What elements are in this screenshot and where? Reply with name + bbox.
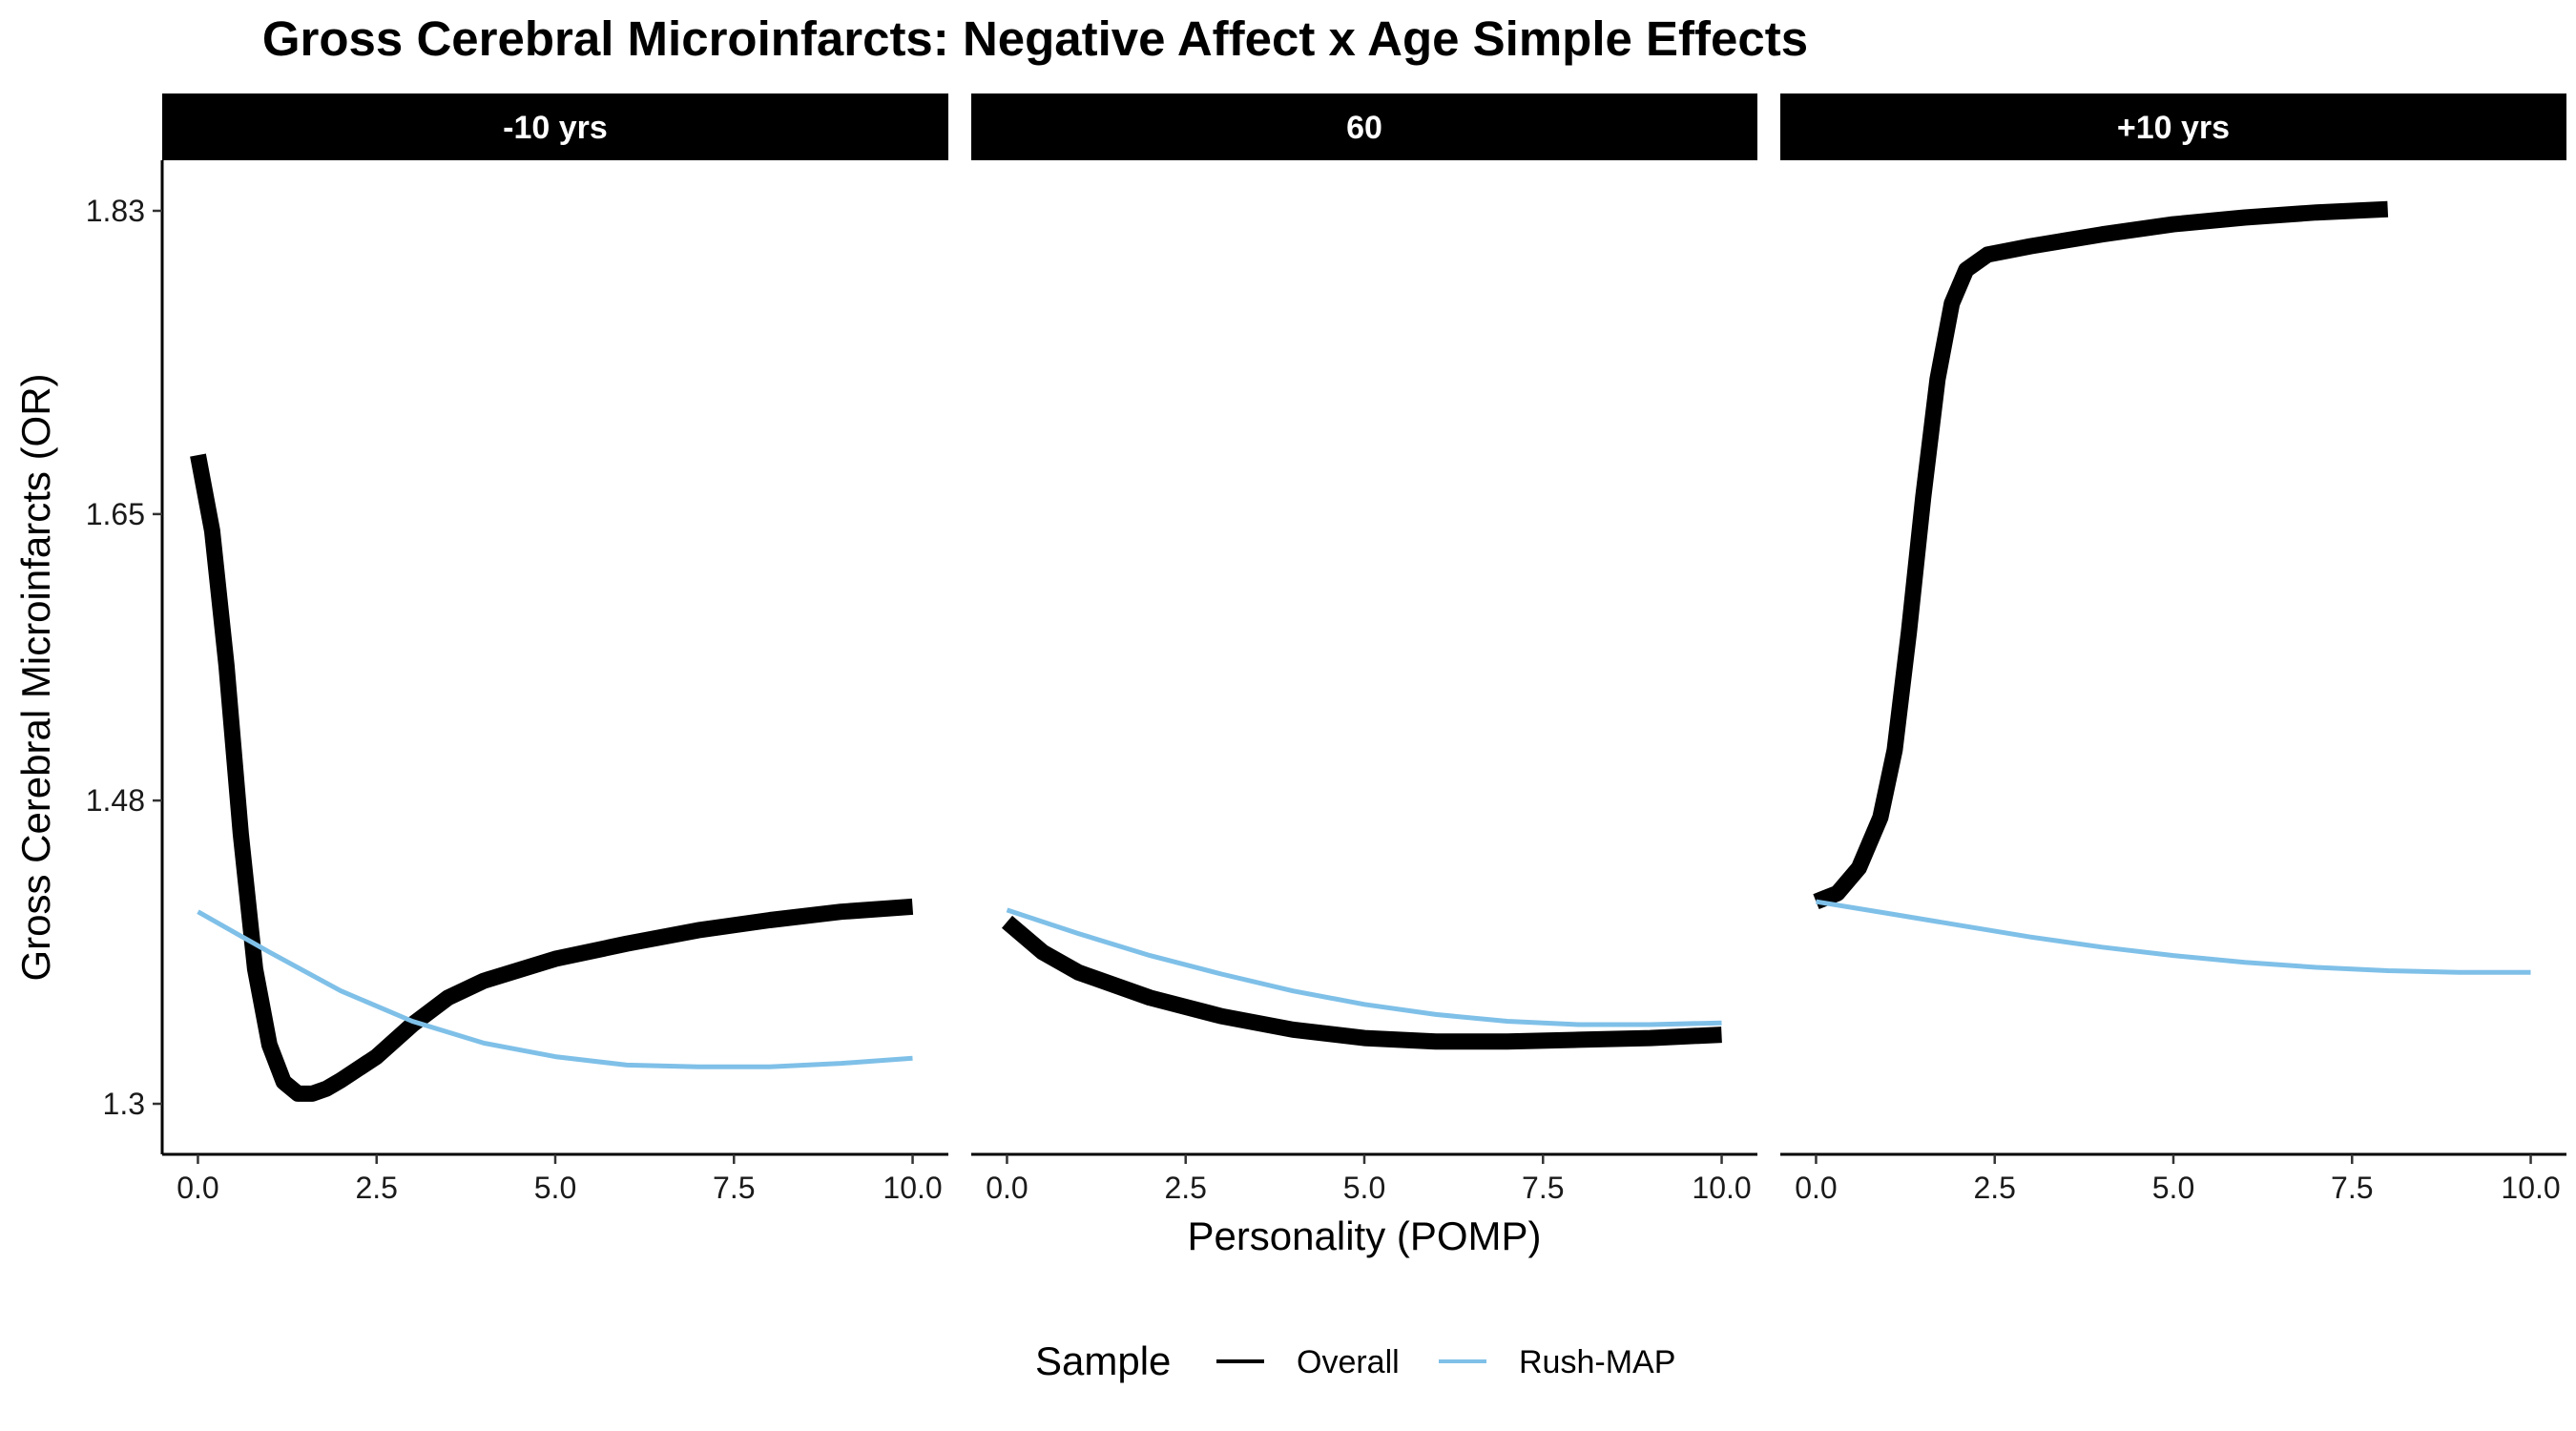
facet-panels: -10 yrs 0.0 2.5 5.0 7.5 10.0 60 0.0 2.5 5.0 7.5 10.… xyxy=(162,93,2566,1205)
x-tick-label: 7.5 xyxy=(713,1171,755,1205)
x-tick-label: 10.0 xyxy=(883,1171,942,1205)
facet-panel-3: +10 yrs 0.0 2.5 5.0 7.5 10.0 xyxy=(1780,93,2566,1205)
y-axis-title: Gross Cerebral Microinfarcts (OR) xyxy=(13,373,58,981)
x-tick-label: 0.0 xyxy=(1795,1171,1837,1205)
series-line-rush-map xyxy=(1006,907,1722,1027)
x-tick-label: 5.0 xyxy=(1343,1171,1385,1205)
facet-strip-label: +10 yrs xyxy=(2117,110,2230,146)
legend-title: Sample xyxy=(1035,1338,1171,1383)
y-tick-label: 1.48 xyxy=(86,783,145,818)
legend-label: Overall xyxy=(1297,1344,1400,1380)
x-tick-label: 2.5 xyxy=(1164,1171,1206,1205)
facet-panel-1: -10 yrs 0.0 2.5 5.0 7.5 10.0 xyxy=(162,93,948,1205)
x-tick-label: 7.5 xyxy=(2331,1171,2373,1205)
chart-title: Gross Cerebral Microinfarcts: Negative A… xyxy=(262,11,1808,66)
x-tick-label: 2.5 xyxy=(1973,1171,2015,1205)
y-tick-label: 1.83 xyxy=(86,194,145,228)
series-line-rush-map xyxy=(197,909,913,1069)
facet-strip xyxy=(162,93,948,160)
x-tick-label: 5.0 xyxy=(534,1171,576,1205)
x-tick-label: 10.0 xyxy=(2501,1171,2560,1205)
x-tick-label: 10.0 xyxy=(1692,1171,1751,1205)
facet-strip xyxy=(1780,93,2566,160)
x-tick-label: 2.5 xyxy=(355,1171,397,1205)
series-line-overall xyxy=(1813,200,2389,910)
facet-panel-2: 60 0.0 2.5 5.0 7.5 10.0 xyxy=(971,93,1757,1205)
legend: Sample Overall Rush-MAP xyxy=(1035,1338,1675,1383)
x-tick-label: 0.0 xyxy=(986,1171,1028,1205)
x-tick-label: 0.0 xyxy=(177,1171,218,1205)
series-line-overall xyxy=(190,453,914,1102)
legend-label: Rush-MAP xyxy=(1519,1344,1675,1380)
facet-strip-label: -10 yrs xyxy=(503,110,608,146)
facet-strip-label: 60 xyxy=(1346,110,1382,146)
facet-strip xyxy=(971,93,1757,160)
x-tick-label: 7.5 xyxy=(1522,1171,1564,1205)
series-line-overall xyxy=(1001,915,1722,1050)
y-tick-label: 1.3 xyxy=(103,1087,145,1121)
y-axis: 1.3 1.48 1.65 1.83 xyxy=(86,160,164,1154)
series-line-rush-map xyxy=(1816,899,2531,975)
y-tick-label: 1.65 xyxy=(86,497,145,531)
x-tick-label: 5.0 xyxy=(2152,1171,2194,1205)
x-axis-title: Personality (POMP) xyxy=(1187,1213,1541,1258)
